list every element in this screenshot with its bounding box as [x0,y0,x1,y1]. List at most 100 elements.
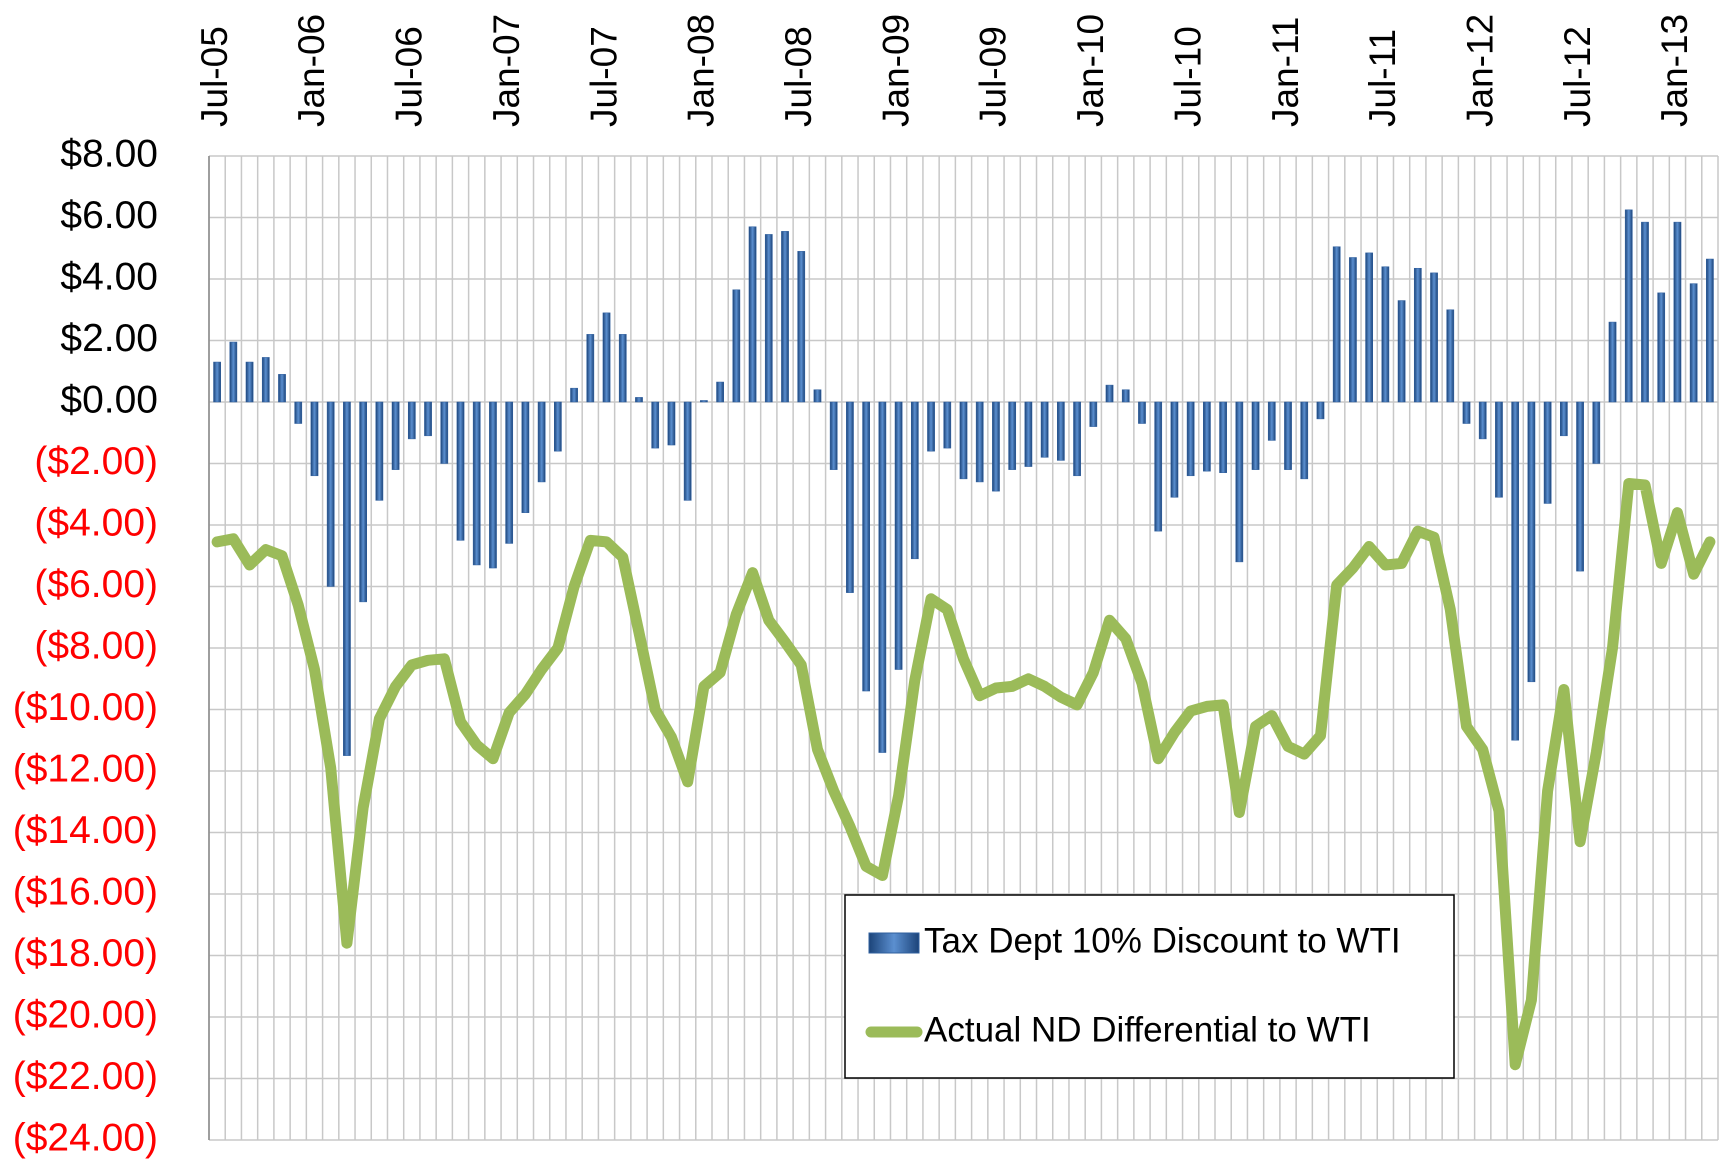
x-tick-label: Jul-11 [1362,29,1403,127]
bar [602,312,611,403]
bar [472,401,481,566]
x-tick-label: Jul-09 [973,26,1014,127]
y-tick-label: ($8.00) [34,624,158,667]
bar [1430,272,1438,403]
y-tick-label: $8.00 [60,132,158,175]
bar [992,401,1000,492]
x-tick-label: Jan-12 [1460,14,1501,127]
y-tick-label: ($14.00) [13,809,158,852]
x-tick-label: Jan-06 [291,14,332,127]
bar [375,401,384,501]
bar [635,397,643,403]
bar [229,341,238,403]
bar [878,401,887,753]
bar [505,401,514,544]
bar [1349,257,1357,403]
bar [1300,401,1309,480]
legend-swatch [868,932,920,954]
bar [1527,401,1536,683]
bar [943,401,952,449]
bar [537,401,546,483]
bar [748,226,757,403]
y-tick-label: $0.00 [60,378,158,421]
legend: Tax Dept 10% Discount to WTI Actual ND Di… [844,894,1455,1079]
bar [862,401,870,692]
bar [424,401,432,437]
y-tick-label: ($6.00) [34,563,158,606]
x-tick-label: Jul-08 [778,26,819,127]
bar [407,401,416,440]
bar [1008,401,1017,470]
y-tick-label: ($24.00) [13,1116,158,1159]
bar [1024,401,1033,467]
bar [1673,221,1682,403]
bar [1365,252,1373,403]
bar [1154,401,1163,532]
bar [359,401,367,603]
bar [261,357,270,403]
bar [1706,258,1714,403]
bar [1608,321,1617,403]
x-tick-label: Jan-09 [875,14,916,127]
x-tick-label: Jan-13 [1654,14,1695,127]
bar [1624,209,1633,403]
bar [927,401,935,452]
line [211,478,1716,1071]
bar [1073,401,1081,477]
bar [1040,401,1049,458]
bar [959,401,968,480]
bar [1689,283,1698,403]
bar [764,234,773,403]
bar [1576,401,1584,572]
bar [716,381,724,403]
bar [1235,401,1244,563]
bar [456,401,465,541]
bar [326,401,335,587]
bar [797,251,806,403]
bar [1105,384,1114,403]
bar [278,374,286,403]
bar [1641,221,1649,403]
bar [1560,401,1568,437]
bar [440,401,449,464]
legend-box [844,894,1455,1079]
y-tick-label: ($18.00) [13,932,158,975]
x-tick-label: Jul-12 [1557,26,1598,127]
bar [1543,401,1552,504]
bar [310,401,319,477]
bar [1592,401,1601,464]
bar [1462,401,1471,424]
y-tick-label: ($20.00) [13,993,158,1036]
y-tick-label: $2.00 [60,317,158,360]
bar [1219,401,1227,473]
bar [1446,309,1455,403]
bar [829,401,838,470]
bar [1267,401,1276,441]
bar [1511,401,1520,741]
bar [1495,401,1503,498]
bar [1203,401,1211,472]
bar [489,401,497,569]
bar [732,289,741,403]
y-tick-label: ($16.00) [13,870,158,913]
bar [1057,401,1065,461]
bar [781,231,789,403]
bar [294,401,303,424]
y-tick-label: $4.00 [60,255,158,298]
bar [1397,300,1406,403]
bar [1381,266,1390,403]
bar [667,401,676,446]
bar [1657,292,1666,403]
y-tick-label: ($4.00) [34,501,158,544]
bar [213,361,221,403]
bar [894,401,903,670]
bar [1284,401,1292,470]
bar [245,361,254,403]
bar [618,334,627,403]
bar [521,401,530,513]
bar [1251,401,1260,470]
bar [910,401,919,560]
x-tick-label: Jan-08 [681,14,722,127]
